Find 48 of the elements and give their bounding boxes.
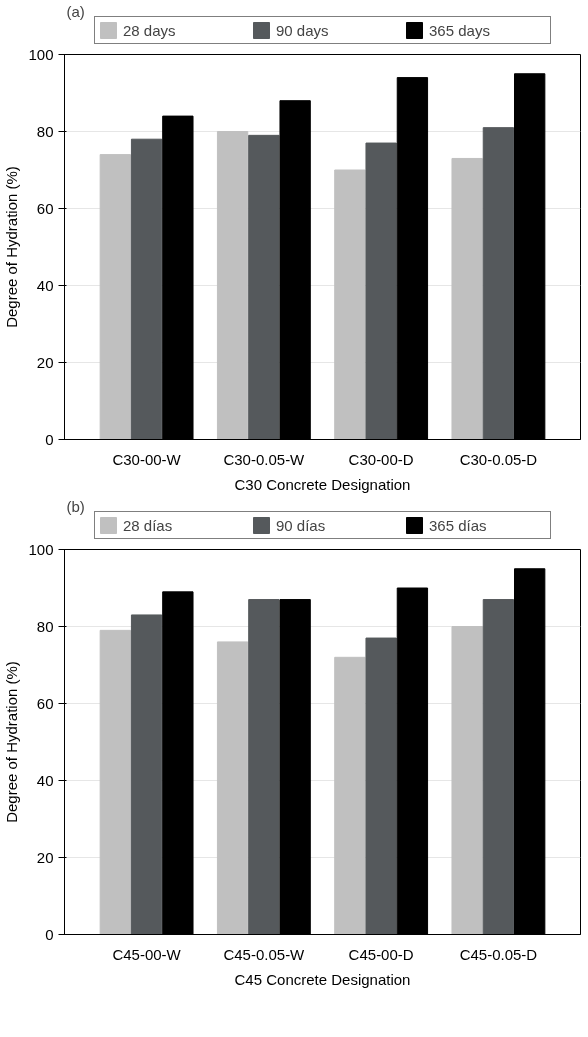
x-tick-label: C45-0.05-D xyxy=(459,945,538,963)
legend-label: 90 days xyxy=(276,21,330,39)
bar xyxy=(365,637,397,935)
x-axis-title: C45 Concrete Designation xyxy=(234,970,411,988)
bar xyxy=(482,127,515,440)
y-tick-label: 20 xyxy=(36,848,54,866)
bar xyxy=(365,142,397,440)
bar xyxy=(248,599,280,935)
legend-label: 28 days xyxy=(123,21,177,39)
y-tick-label: 80 xyxy=(36,122,54,140)
bar xyxy=(482,599,515,935)
x-tick-label: C30-0.05-D xyxy=(459,450,538,468)
bar xyxy=(451,157,483,440)
y-tick-label: 80 xyxy=(36,617,54,635)
y-tick-label: 60 xyxy=(36,199,54,217)
y-tick-label: 20 xyxy=(36,353,54,371)
y-tick-label: 40 xyxy=(36,276,54,294)
y-axis-title: Degree of Hydration (%) xyxy=(3,166,21,328)
y-tick-label: 0 xyxy=(45,430,54,448)
y-tick-label: 0 xyxy=(45,925,54,943)
y-tick-label: 100 xyxy=(28,45,54,63)
y-axis-title: Degree of Hydration (%) xyxy=(3,661,21,823)
x-tick-label: C45-0.05-W xyxy=(223,945,306,963)
bar xyxy=(248,134,280,440)
y-tick-label: 60 xyxy=(36,694,54,712)
bar xyxy=(216,131,249,440)
text: (b) xyxy=(66,497,85,515)
legend-label: 365 días xyxy=(429,516,488,534)
legend-label: 365 days xyxy=(429,21,491,39)
y-tick-label: 100 xyxy=(28,540,54,558)
x-tick-label: C30-00-W xyxy=(112,450,182,468)
bar xyxy=(130,614,163,935)
x-tick-label: C45-00-D xyxy=(348,945,414,963)
legend-label: 90 días xyxy=(276,516,327,534)
bar xyxy=(99,629,131,935)
x-tick-label: C30-00-D xyxy=(348,450,414,468)
bar xyxy=(334,169,366,440)
x-tick-label: C45-00-W xyxy=(112,945,182,963)
x-tick-label: C30-0.05-W xyxy=(223,450,306,468)
bar xyxy=(334,656,366,935)
legend-label: 28 días xyxy=(123,516,174,534)
y-tick-label: 40 xyxy=(36,771,54,789)
bar xyxy=(451,626,483,935)
bar xyxy=(216,641,249,935)
text: (a) xyxy=(66,2,85,20)
x-axis-title: C30 Concrete Designation xyxy=(234,475,411,493)
bar xyxy=(99,154,131,440)
bar xyxy=(130,138,163,440)
